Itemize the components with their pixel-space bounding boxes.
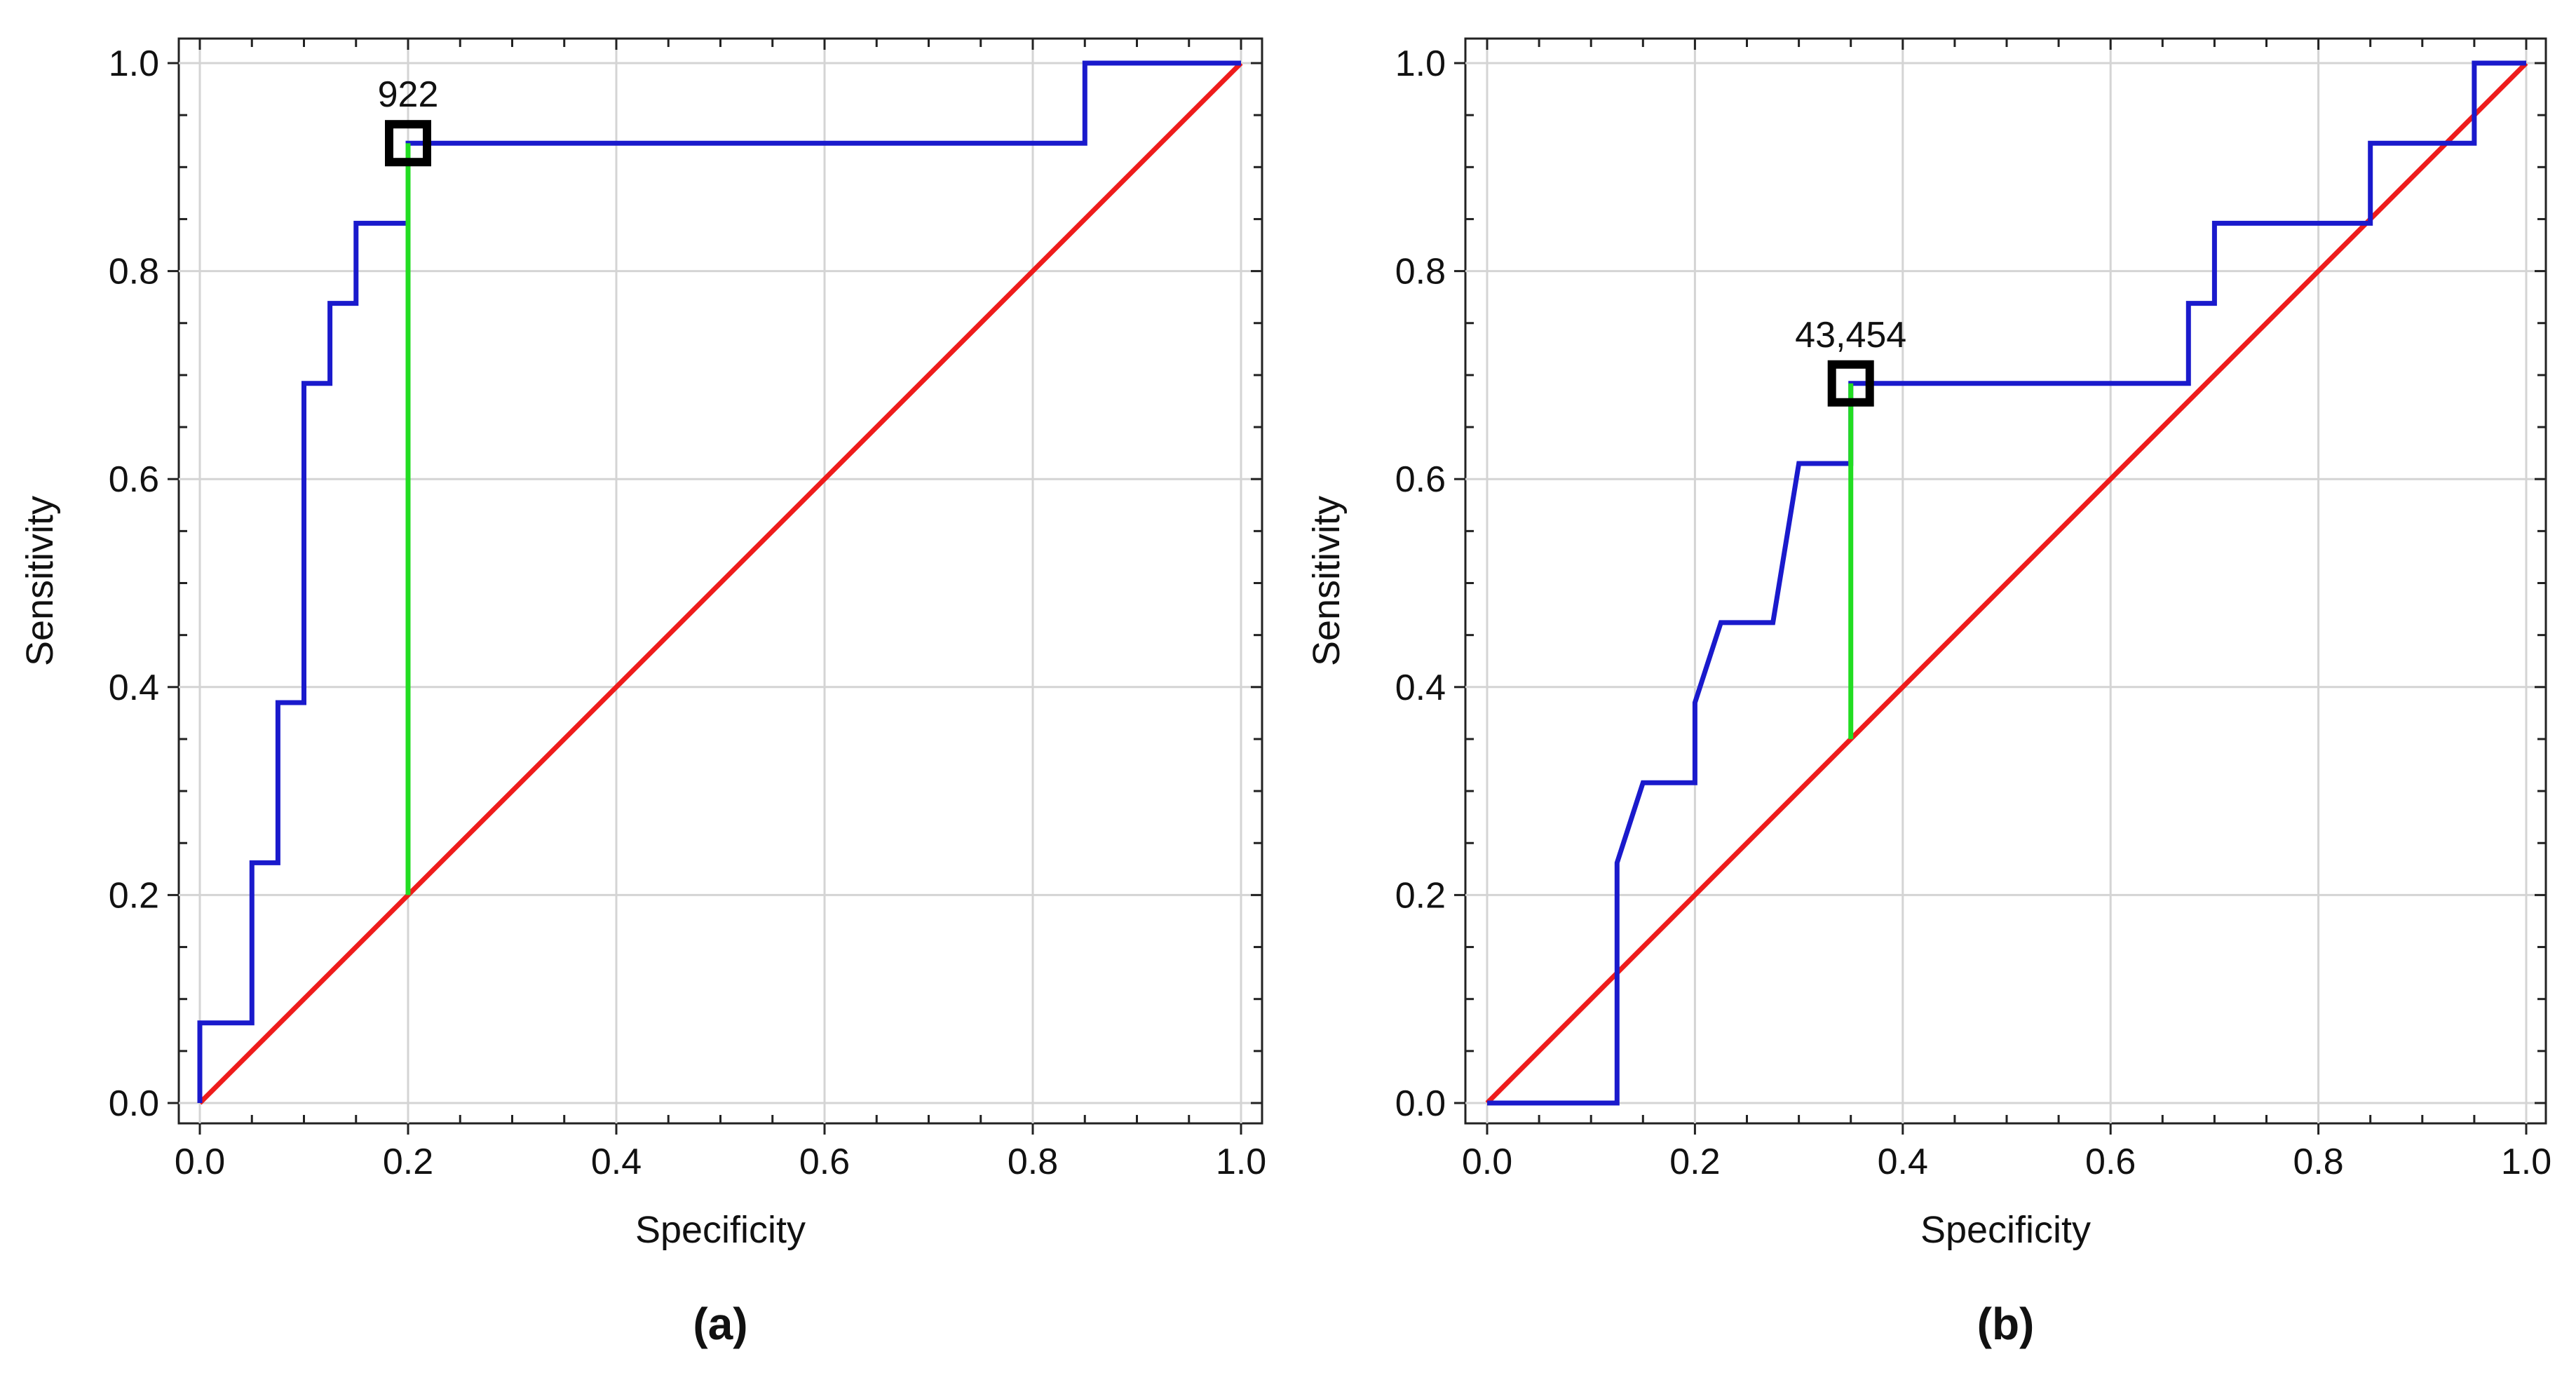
x-tick-label-5: 1.0 bbox=[1216, 1142, 1266, 1182]
x-tick-label-2: 0.4 bbox=[591, 1142, 642, 1182]
y-tick-label-3: 0.6 bbox=[109, 459, 159, 500]
y-tick-label-5: 1.0 bbox=[109, 43, 159, 84]
x-tick-label-2: 0.4 bbox=[1878, 1142, 1928, 1182]
x-tick-label-1: 0.2 bbox=[1669, 1142, 1720, 1182]
y-tick-label-3: 0.6 bbox=[1395, 459, 1446, 500]
y-tick-label-0: 0.0 bbox=[109, 1083, 159, 1124]
panel-label: (a) bbox=[693, 1299, 747, 1349]
chart-panel-b: 0.0 0.0 0.2 0.2 0.4 0.4 0.6 0.6 0.8 0.8 1.0 1.0 Spec… bbox=[1306, 37, 2551, 1349]
y-tick-label-2: 0.4 bbox=[109, 668, 159, 708]
x-tick-label-0: 0.0 bbox=[175, 1142, 225, 1182]
roc-curve bbox=[197, 60, 1241, 1103]
cutoff-marker bbox=[1827, 360, 1874, 407]
y-tick-label-1: 0.2 bbox=[1395, 875, 1446, 916]
x-tick-label-4: 0.8 bbox=[2293, 1142, 2343, 1182]
reference-line bbox=[198, 61, 1243, 1105]
y-tick-label-4: 0.8 bbox=[1395, 252, 1446, 292]
y-tick-label-1: 0.2 bbox=[109, 875, 159, 916]
panel-label: (b) bbox=[1977, 1299, 2035, 1349]
x-tick-label-3: 0.6 bbox=[799, 1142, 850, 1182]
y-tick-label-4: 0.8 bbox=[109, 252, 159, 292]
x-axis-label: Specificity bbox=[1920, 1209, 2091, 1251]
x-tick-label-1: 0.2 bbox=[383, 1142, 433, 1182]
y-tick-label-0: 0.0 bbox=[1395, 1083, 1446, 1124]
x-axis-label: Specificity bbox=[635, 1209, 806, 1251]
chart-panel-a: 0.0 0.0 0.2 0.2 0.4 0.4 0.6 0.6 0.8 0.8 1.0 1.0 Spec… bbox=[19, 37, 1266, 1349]
y-tick-label-5: 1.0 bbox=[1395, 43, 1446, 84]
y-axis-label: Sensitivity bbox=[19, 496, 61, 666]
y-tick-label-2: 0.4 bbox=[1395, 668, 1446, 708]
cutoff-marker bbox=[385, 120, 431, 167]
x-tick-label-3: 0.6 bbox=[2085, 1142, 2136, 1182]
cutoff-label: 43,454 bbox=[1795, 315, 1906, 356]
x-tick-label-0: 0.0 bbox=[1462, 1142, 1512, 1182]
y-axis-label: Sensitivity bbox=[1306, 496, 1348, 666]
cutoff-label: 922 bbox=[378, 74, 439, 115]
x-tick-label-4: 0.8 bbox=[1008, 1142, 1058, 1182]
reference-line bbox=[1485, 61, 2528, 1105]
x-tick-label-5: 1.0 bbox=[2501, 1142, 2551, 1182]
